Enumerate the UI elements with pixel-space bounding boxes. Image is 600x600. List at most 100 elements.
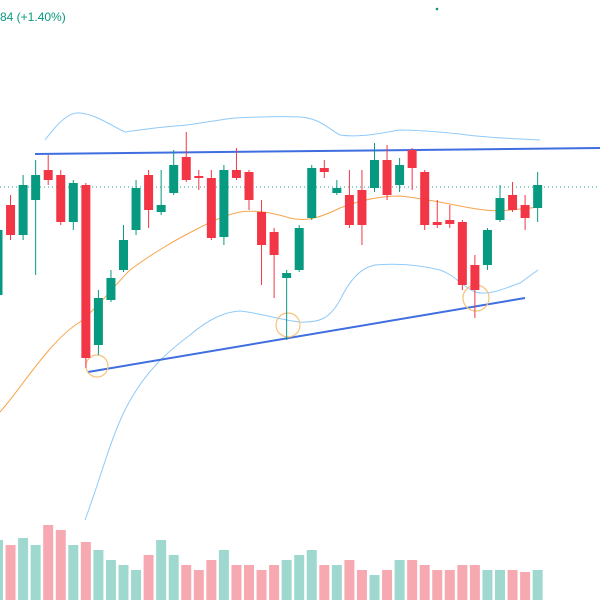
candle-body — [6, 205, 16, 235]
volume-bar — [394, 560, 405, 600]
candle-body — [395, 165, 405, 185]
marks — [0, 132, 543, 600]
candle-body — [282, 273, 292, 278]
volume-bar — [532, 570, 543, 600]
candle-body — [470, 265, 480, 290]
candle-body — [533, 185, 543, 208]
volume-bar — [457, 565, 468, 600]
touch-marker — [275, 312, 301, 338]
candle-body — [495, 198, 505, 220]
candle-body — [68, 183, 78, 222]
volume-bar — [156, 540, 167, 600]
candle-body — [269, 232, 279, 255]
volume-bar — [269, 565, 280, 600]
volume-bar — [507, 570, 518, 600]
volume-bar — [281, 560, 292, 600]
volume-bar — [68, 545, 79, 600]
volume-bar — [256, 570, 267, 600]
volume-bar — [131, 570, 142, 600]
candle-body — [31, 175, 41, 200]
candle-body — [319, 168, 329, 172]
volume-bar — [382, 570, 393, 600]
candle-body — [93, 298, 103, 345]
volume-bar — [331, 565, 342, 600]
bollinger-upper — [44, 112, 541, 141]
candle-body — [18, 185, 28, 235]
candle-body — [420, 172, 430, 225]
candle-body — [106, 278, 116, 300]
candle-body — [482, 230, 492, 265]
candle-body — [219, 170, 229, 237]
touch-marker — [85, 354, 109, 378]
volume-bar — [344, 560, 355, 600]
volume-bar — [30, 545, 41, 600]
volume-bar — [369, 575, 380, 600]
volume-bar — [18, 538, 29, 600]
volume-bar — [118, 565, 129, 600]
volume-bar — [43, 525, 54, 600]
candle-body — [81, 185, 91, 358]
volume-bar — [80, 542, 91, 600]
candle-body — [357, 190, 367, 225]
candle-body — [508, 195, 518, 210]
candle-body — [432, 222, 442, 225]
volume-bar — [294, 555, 305, 600]
candle-body — [307, 168, 317, 218]
candle-body — [43, 170, 53, 180]
volume-bar — [218, 550, 229, 600]
candle-body — [244, 172, 254, 200]
volume-bar — [55, 530, 66, 600]
volume-bar — [231, 565, 242, 600]
candle-body — [231, 170, 241, 178]
candle-body — [407, 150, 417, 168]
volume-bar — [407, 560, 418, 600]
volume-bar — [419, 565, 430, 600]
bollinger-lower — [84, 263, 539, 521]
volume-bar — [520, 572, 531, 600]
volume-bar — [5, 545, 16, 600]
candle-body — [144, 175, 154, 210]
candle-body — [206, 178, 216, 238]
volume-bar — [306, 550, 317, 600]
candle-body — [257, 212, 267, 245]
candle-body — [332, 188, 342, 193]
candle-body — [156, 205, 166, 212]
price-change: 84 (+1.40%) — [0, 10, 66, 24]
volume-bar — [0, 540, 3, 600]
volume-bar — [482, 570, 493, 600]
candle-body — [0, 230, 3, 295]
volume-bar — [319, 565, 330, 600]
candle-body — [382, 160, 392, 195]
candle-body — [445, 220, 455, 224]
candle-body — [370, 160, 379, 188]
volume-bar — [432, 570, 443, 600]
candle-body — [344, 195, 354, 225]
support-line — [87, 297, 526, 373]
candle-body — [520, 205, 530, 218]
volume-bar — [168, 555, 179, 600]
candle-body — [131, 188, 141, 230]
volume-bar — [356, 570, 367, 600]
candle-body — [181, 157, 191, 180]
header-bg — [0, 6, 70, 28]
volume-bar — [444, 570, 455, 600]
dot — [435, 7, 439, 11]
volume-bar — [181, 565, 192, 600]
volume-bar — [469, 565, 480, 600]
candle-body — [169, 165, 179, 193]
volume-bar — [93, 550, 104, 600]
volume-bar — [105, 560, 116, 600]
volume-bar — [193, 570, 204, 600]
candle-body — [294, 228, 304, 270]
candle-body — [194, 176, 204, 178]
resistance-line — [34, 147, 600, 155]
volume-bar — [495, 570, 505, 600]
candle-body — [457, 222, 467, 285]
volume-bar — [143, 555, 154, 600]
volume-bar — [206, 560, 217, 600]
volume-bar — [244, 565, 254, 600]
candle-body — [119, 240, 128, 270]
candle-body — [56, 175, 66, 222]
